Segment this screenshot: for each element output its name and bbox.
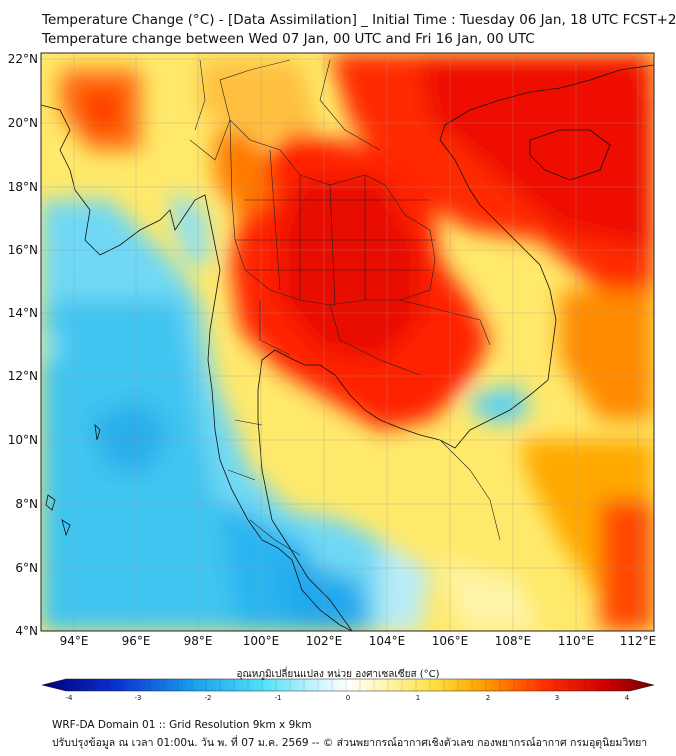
lon-tick-label: 102°E	[306, 634, 343, 648]
lon-tick-label: 94°E	[60, 634, 89, 648]
colorbar-tick-label: -3	[135, 694, 142, 702]
colorbar-label: อุณหภูมิเปลี่ยนแปลง หน่วย องศาเซลเซียส (…	[236, 669, 440, 680]
lat-tick-label: 4°N	[15, 624, 38, 638]
colorbar-bar	[41, 678, 655, 692]
lat-tick-label: 16°N	[8, 243, 38, 257]
lon-tick-label: 108°E	[495, 634, 532, 648]
lon-tick-label: 110°E	[558, 634, 595, 648]
lat-tick-label: 22°N	[8, 52, 38, 66]
colorbar-tick-label: 4	[625, 694, 630, 702]
lon-tick-label: 112°E	[620, 634, 657, 648]
colorbar-tick-label: -2	[205, 694, 212, 702]
footer-credit: ปรับปรุงข้อมูล ณ เวลา 01:00น. วัน พ. ที่…	[52, 737, 648, 749]
colorbar-tick-label: -1	[275, 694, 282, 702]
lat-tick-label: 14°N	[8, 306, 38, 320]
colorbar-tick-label: 1	[416, 694, 420, 702]
lat-tick-label: 20°N	[8, 116, 38, 130]
lon-tick-label: 100°E	[243, 634, 280, 648]
map-subtitle: Temperature change between Wed 07 Jan, 0…	[42, 31, 535, 47]
lat-tick-label: 12°N	[8, 369, 38, 383]
footer-model-info: WRF-DA Domain 01 :: Grid Resolution 9km …	[52, 719, 312, 731]
lon-tick-label: 98°E	[184, 634, 213, 648]
lat-tick-label: 18°N	[8, 180, 38, 194]
map-frame	[40, 52, 655, 632]
coastlines	[41, 64, 654, 631]
colorbar-tick-label: -4	[66, 694, 74, 702]
map-title: Temperature Change (°C) - [Data Assimila…	[42, 12, 676, 28]
colorbar: -4 -3 -2 -1 0 1 2 3 4	[41, 678, 655, 702]
colorbar-tick-label: 2	[486, 694, 490, 702]
lon-tick-label: 104°E	[369, 634, 406, 648]
lon-tick-label: 106°E	[432, 634, 469, 648]
lat-tick-label: 8°N	[15, 497, 38, 511]
lat-tick-label: 6°N	[15, 561, 38, 575]
province-borders	[189, 59, 501, 556]
colorbar-tick-label: 0	[346, 694, 350, 702]
lat-tick-label: 10°N	[8, 433, 38, 447]
colorbar-tick-label: 3	[555, 694, 559, 702]
temperature-field	[41, 53, 654, 631]
lon-tick-label: 96°E	[122, 634, 151, 648]
